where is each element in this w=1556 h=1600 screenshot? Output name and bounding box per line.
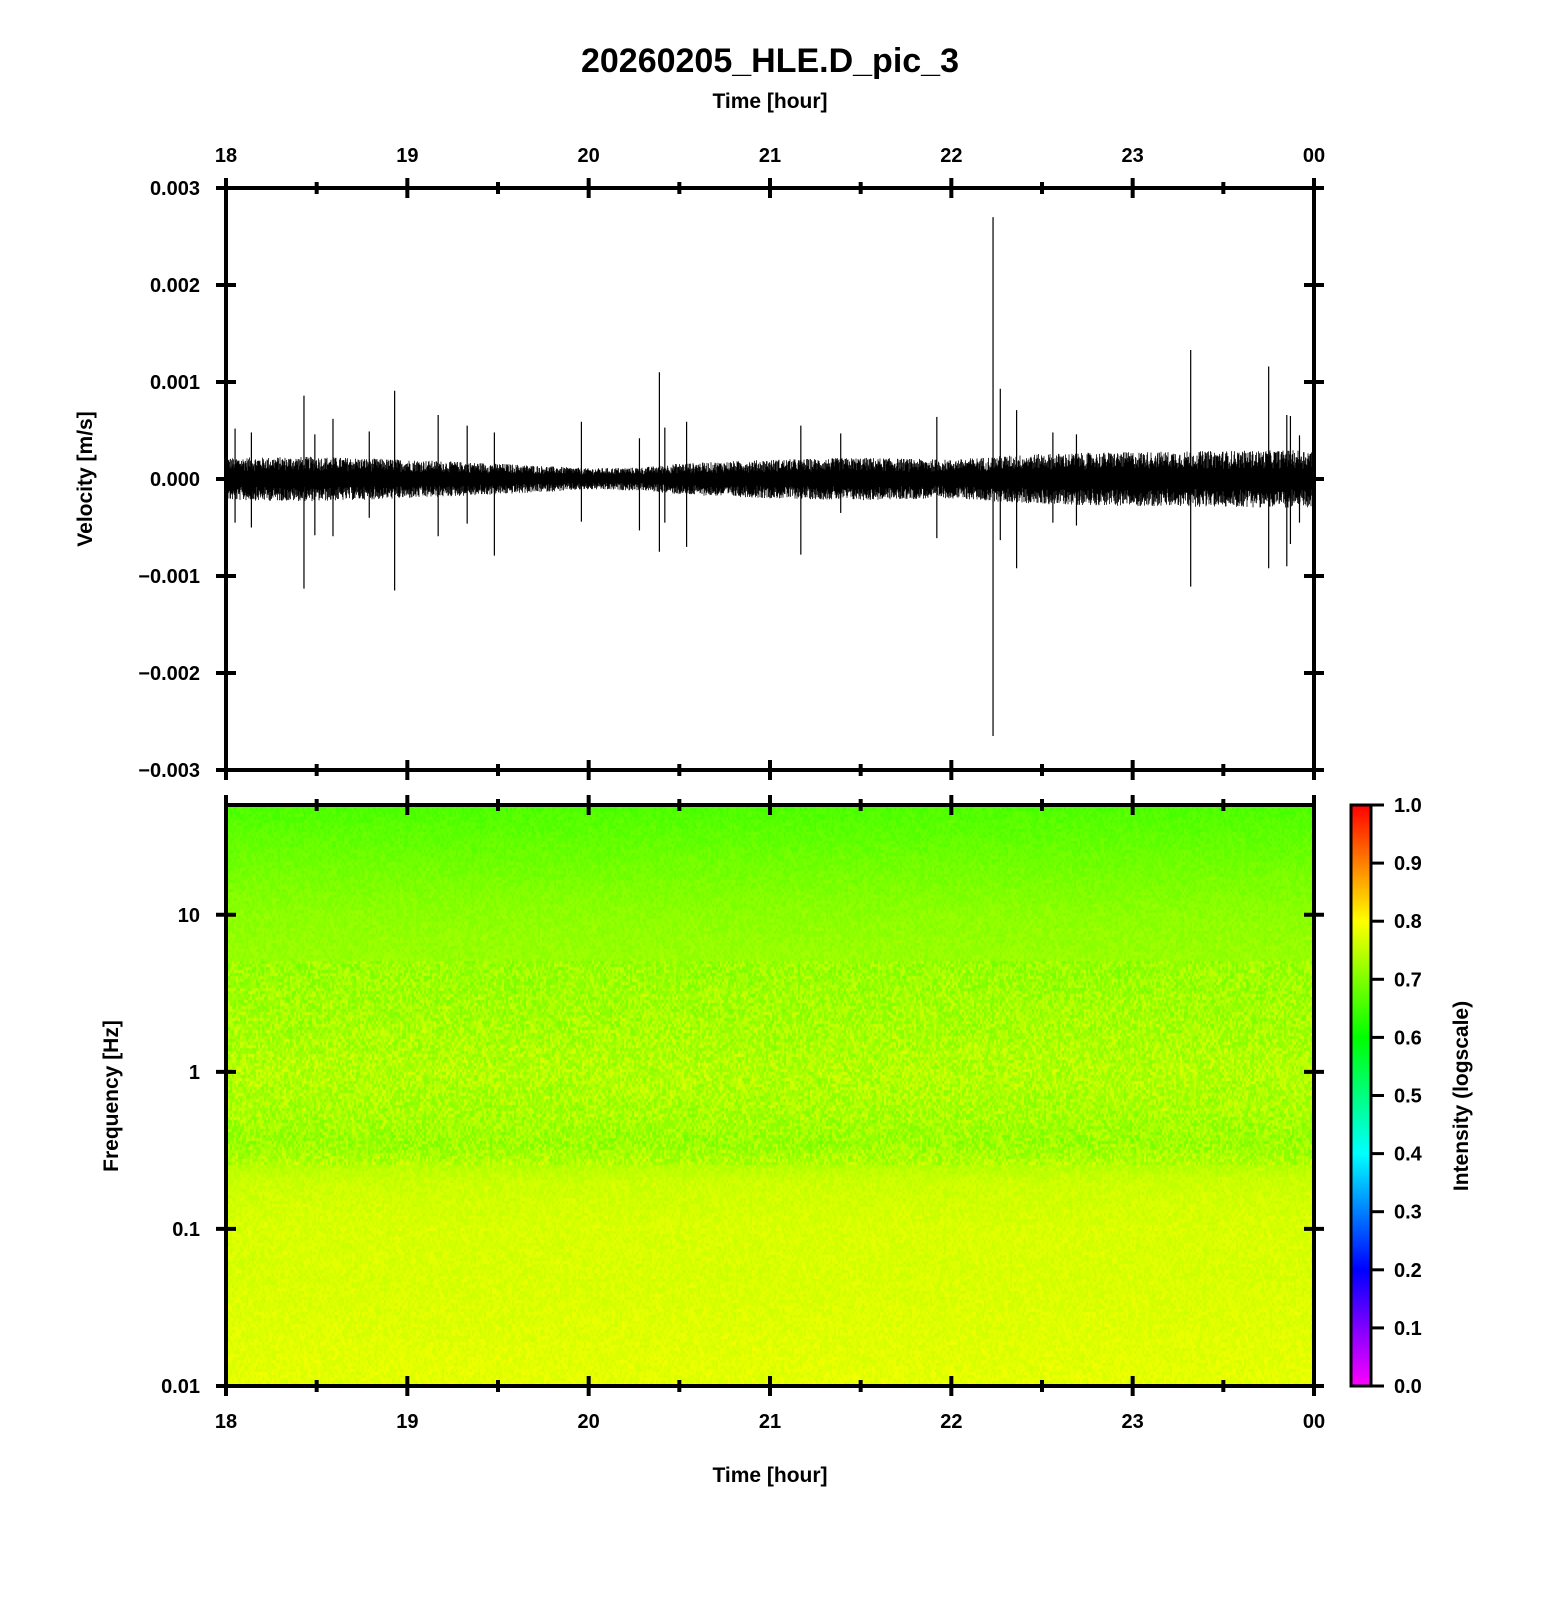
colorbar-tick-label: 0.9 xyxy=(1394,853,1422,875)
colorbar-gradient xyxy=(1349,803,1373,1388)
frequency-y-ticks: 10 1 0.1 0.01 xyxy=(161,905,1324,1398)
top-x-tick-label: 22 xyxy=(940,145,962,167)
spectrogram-x-tick-label: 21 xyxy=(759,1411,781,1433)
chart-title: 20260205_HLE.D_pic_3 xyxy=(581,42,959,80)
velocity-y-tick-label: 0.000 xyxy=(150,469,200,491)
colorbar-tick-label: 0.6 xyxy=(1394,1027,1422,1049)
spectrogram-x-tick-label: 19 xyxy=(396,1411,418,1433)
colorbar-tick-label: 0.3 xyxy=(1394,1202,1422,1224)
colorbar-ticks: 1.0 0.9 0.8 0.7 0.6 0.5 0.4 0.3 0.2 0.1 0.0 xyxy=(1371,795,1423,1398)
velocity-y-tick-label: −0.002 xyxy=(138,663,200,685)
colorbar-label: Intensity (logscale) xyxy=(1450,1001,1473,1191)
top-x-tick-label: 18 xyxy=(215,145,237,167)
spectrogram-x-ticks: 18 19 20 21 22 23 00 xyxy=(215,795,1325,1433)
velocity-noise xyxy=(226,450,1314,508)
bottom-x-axis-label: Time [hour] xyxy=(712,1464,827,1487)
colorbar-tick-label: 0.4 xyxy=(1394,1144,1423,1166)
spectrogram-heatmap xyxy=(226,805,1314,1386)
velocity-panel: 18 19 20 21 22 23 00 0.003 0.002 0.001 0.000 −0.00… xyxy=(74,145,1325,782)
top-x-tick-label: 20 xyxy=(578,145,600,167)
colorbar-tick-label: 0.0 xyxy=(1394,1376,1422,1398)
colorbar-tick-label: 0.5 xyxy=(1394,1086,1422,1108)
top-x-tick-label: 21 xyxy=(759,145,781,167)
frequency-y-tick-label: 0.01 xyxy=(161,1376,200,1398)
spectrogram-x-tick-label: 22 xyxy=(940,1411,962,1433)
frequency-y-tick-label: 1 xyxy=(189,1062,200,1084)
spectrogram-x-tick-label: 20 xyxy=(578,1411,600,1433)
velocity-y-tick-label: 0.002 xyxy=(150,275,200,297)
spectrogram-image xyxy=(226,805,1314,1386)
velocity-y-ticks: 0.003 0.002 0.001 0.000 −0.001 −0.002 −0.003 xyxy=(138,178,1324,782)
spectrogram-panel: 18 19 20 21 22 23 00 10 1 0.1 0.01 Frequency [Hz]… xyxy=(100,795,1325,1487)
frequency-y-tick-label: 10 xyxy=(178,905,200,927)
colorbar-tick-label: 0.7 xyxy=(1394,969,1422,991)
frequency-y-axis-label: Frequency [Hz] xyxy=(100,1020,123,1172)
top-x-tick-label: 00 xyxy=(1303,145,1325,167)
top-x-tick-label: 19 xyxy=(396,145,418,167)
spectrogram-x-tick-label: 00 xyxy=(1303,1411,1325,1433)
colorbar-tick-label: 0.2 xyxy=(1394,1260,1422,1282)
colorbar-tick-label: 1.0 xyxy=(1394,795,1422,817)
velocity-y-tick-label: −0.003 xyxy=(138,760,200,782)
frequency-y-tick-label: 0.1 xyxy=(172,1219,200,1241)
velocity-y-tick-label: 0.001 xyxy=(150,372,200,394)
velocity-y-tick-label: −0.001 xyxy=(138,566,200,588)
top-x-tick-label: 23 xyxy=(1122,145,1144,167)
velocity-y-tick-label: 0.003 xyxy=(150,178,200,200)
velocity-trace xyxy=(226,217,1314,737)
colorbar-tick-label: 0.8 xyxy=(1394,911,1422,933)
colorbar-tick-label: 0.1 xyxy=(1394,1318,1422,1340)
colorbar: 1.0 0.9 0.8 0.7 0.6 0.5 0.4 0.3 0.2 0.1 0.0 Intens… xyxy=(1349,795,1473,1398)
spectrogram-x-tick-label: 18 xyxy=(215,1411,237,1433)
spectrogram-x-tick-label: 23 xyxy=(1122,1411,1144,1433)
velocity-y-axis-label: Velocity [m/s] xyxy=(74,411,97,546)
top-x-axis-label: Time [hour] xyxy=(712,90,827,113)
top-x-ticks: 18 19 20 21 22 23 00 xyxy=(215,145,1325,780)
